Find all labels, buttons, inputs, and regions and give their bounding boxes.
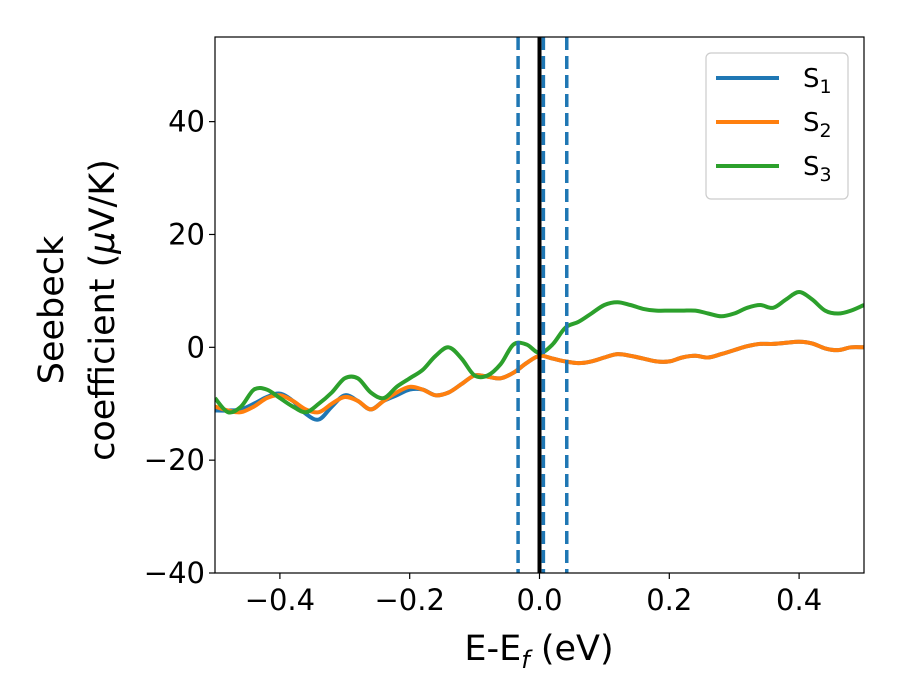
x-axis-ticks: −0.4 −0.2 0.0 0.2 0.4: [245, 573, 822, 617]
x-axis-title: E-Ef (eV): [464, 629, 613, 674]
y-axis-ticks: −40 −20 0 20 40: [144, 105, 215, 590]
legend-label-s2: S2: [803, 108, 832, 142]
x-tick-label: 0.0: [516, 583, 562, 617]
x-tick-label: 0.4: [776, 583, 822, 617]
legend-label-s1: S1: [803, 64, 832, 98]
legend-items: S1 S2 S3: [716, 64, 832, 186]
legend-box: [705, 52, 849, 200]
y-tick-label: −20: [144, 443, 205, 477]
y-tick-label: −40: [144, 556, 205, 590]
x-tick-label: −0.4: [245, 583, 315, 617]
y-axis-title-line1: Seebeck: [32, 235, 72, 384]
legend: S1 S2 S3: [705, 52, 849, 200]
x-tick-label: −0.2: [374, 583, 444, 617]
y-tick-label: 20: [168, 217, 205, 251]
x-tick-label: 0.2: [646, 583, 692, 617]
y-axis-title: Seebeck coefficient (μV/K): [32, 159, 123, 461]
y-tick-label: 40: [168, 105, 205, 139]
y-tick-label: 0: [187, 330, 205, 364]
vertical-reference-lines: [516, 37, 569, 573]
legend-label-s3: S3: [803, 152, 832, 186]
y-axis-title-line2: coefficient (μV/K): [83, 159, 123, 461]
